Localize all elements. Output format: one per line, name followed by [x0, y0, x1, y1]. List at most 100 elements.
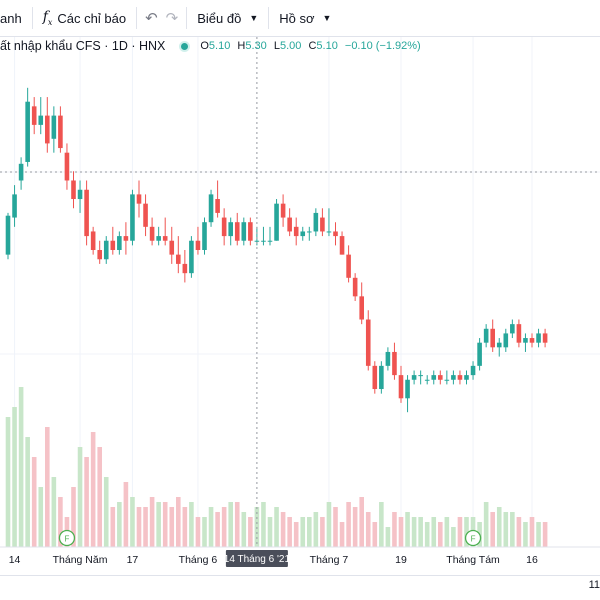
redo-button[interactable]: ↷	[162, 0, 183, 36]
volume-bar	[31, 457, 37, 547]
volume-bar	[261, 502, 266, 547]
price-chart[interactable]: F F 14 Tháng Năm 17 Tháng 6 Tháng 7 19 Tháng Tám…	[0, 37, 600, 575]
candle-body	[503, 333, 509, 348]
candle-body	[123, 236, 129, 241]
candle-body	[300, 231, 306, 237]
candle-body	[189, 240, 194, 274]
time-axis-tick-label: 14	[9, 554, 21, 566]
indicators-label: Các chỉ báo	[57, 10, 127, 26]
volume-bar	[12, 407, 17, 547]
volume-bar	[136, 507, 142, 547]
volume-bar	[169, 507, 175, 547]
candle-body	[359, 296, 364, 320]
candle-body	[241, 222, 247, 241]
volume-bar	[483, 502, 489, 547]
series-status-icon[interactable]	[179, 40, 191, 52]
candle-body	[228, 222, 233, 237]
symbol-title[interactable]: ất nhập khẩu CFS · 1D · HNX	[0, 39, 166, 53]
chart-menu-label: Biểu đồ	[197, 10, 242, 26]
volume-bar	[90, 432, 96, 547]
toolbar-divider	[186, 7, 188, 29]
volume-bar	[18, 387, 24, 547]
candle-body	[418, 375, 423, 377]
candle-body	[451, 375, 456, 380]
volume-bar	[490, 512, 495, 547]
volume-bar	[241, 512, 247, 547]
candle-body	[25, 101, 30, 162]
candle-body	[58, 115, 63, 149]
candle-body	[254, 240, 260, 242]
candle-body	[84, 189, 89, 237]
volume-bar	[228, 502, 233, 547]
partial-menu-item[interactable]: anh	[0, 0, 28, 36]
candle-body	[529, 338, 535, 343]
candle-body	[444, 379, 450, 381]
candle-body	[477, 342, 482, 366]
volume-bar	[523, 522, 528, 547]
volume-bar	[418, 517, 423, 547]
earnings-marker-icon	[464, 529, 482, 547]
profile-menu-button[interactable]: Hồ sơ ▼	[273, 0, 337, 36]
candle-body	[176, 254, 181, 264]
close-value: 5.10	[316, 40, 338, 52]
undo-button[interactable]: ↶	[141, 0, 162, 36]
candle-body	[352, 277, 358, 297]
volume-bar	[182, 507, 188, 547]
candle-body	[117, 236, 122, 250]
candle-body	[339, 236, 345, 255]
candle-body	[221, 217, 227, 237]
toolbar-divider	[268, 7, 270, 29]
volume-bar	[510, 512, 515, 547]
volume-bar	[162, 502, 168, 547]
earnings-marker-label: F	[65, 535, 70, 544]
low-value: 5.00	[279, 40, 302, 52]
volume-bar	[248, 517, 253, 547]
volume-bar	[346, 502, 351, 547]
candle-body	[542, 333, 548, 343]
corner-label: 11	[588, 579, 600, 591]
volume-bar	[529, 517, 535, 547]
volume-bar	[392, 512, 397, 547]
bottom-panel	[0, 575, 600, 600]
change-value: −0.10 (−1.92%)	[344, 40, 421, 52]
candle-body	[149, 226, 155, 241]
candle-body	[156, 236, 161, 241]
time-axis-tick-label: 17	[127, 554, 139, 566]
time-axis-tick-label: Tháng 6	[179, 554, 218, 566]
candle-body	[38, 115, 44, 125]
profile-menu-label: Hồ sơ	[279, 10, 315, 26]
chart-menu-button[interactable]: Biểu đồ ▼	[191, 0, 264, 36]
volume-bar	[38, 487, 44, 547]
candle-body	[136, 194, 142, 204]
volume-bar	[149, 497, 155, 547]
candle-body	[162, 236, 168, 241]
volume-bar	[333, 507, 338, 547]
candle-body	[457, 375, 463, 380]
candle-body	[385, 351, 391, 366]
partial-menu-label: anh	[0, 10, 22, 26]
volume-bar	[5, 417, 11, 547]
volume-bar	[117, 502, 122, 547]
indicators-button[interactable]: fx Các chỉ báo	[37, 0, 132, 36]
candle-body	[516, 324, 522, 343]
candle-body	[326, 231, 332, 233]
time-axis-tick-label: 19	[395, 554, 407, 566]
candle-body	[18, 163, 24, 181]
volume-bar	[542, 522, 548, 547]
volume-bar	[202, 517, 207, 547]
volume-bar	[536, 522, 541, 547]
candle-body	[215, 199, 220, 213]
volume-bar	[176, 497, 181, 547]
volume-bar	[280, 512, 286, 547]
volume-bar	[143, 507, 148, 547]
candle-body	[411, 375, 417, 380]
volume-bar	[267, 517, 273, 547]
candle-body	[90, 231, 96, 250]
candle-body	[379, 365, 384, 390]
candle-body	[195, 240, 201, 250]
volume-bar	[424, 522, 430, 547]
volume-bar	[398, 517, 404, 547]
candle-body	[234, 222, 240, 241]
candle-body	[202, 222, 207, 250]
candle-body	[71, 180, 76, 200]
